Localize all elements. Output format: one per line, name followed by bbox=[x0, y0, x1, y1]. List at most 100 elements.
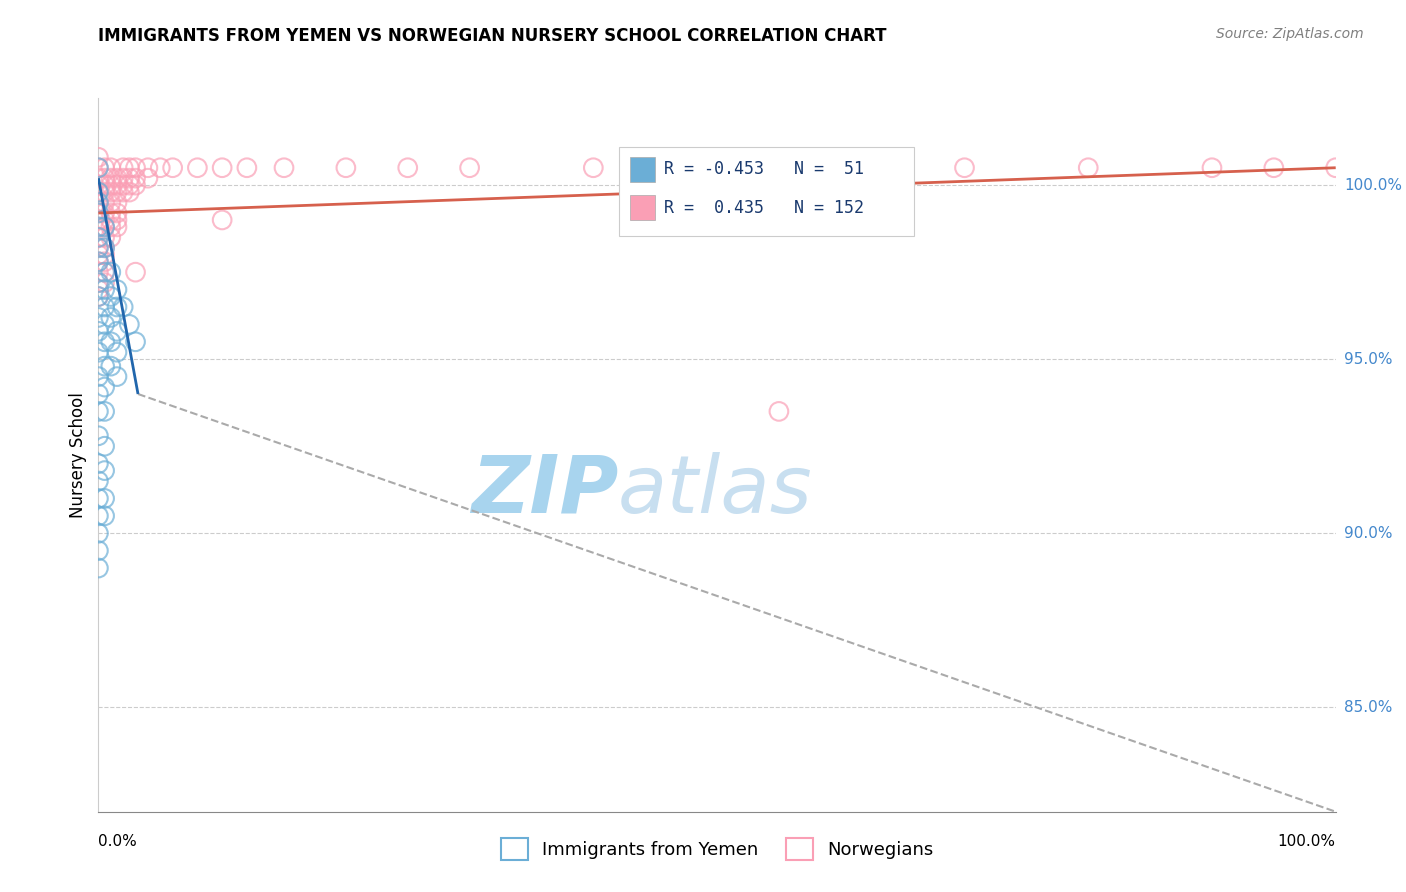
Point bbox=[105, 324, 128, 338]
Point bbox=[87, 429, 110, 443]
Text: R = -0.453   N =  51: R = -0.453 N = 51 bbox=[664, 161, 863, 178]
Point bbox=[100, 265, 122, 279]
Point bbox=[87, 457, 110, 471]
Text: 100.0%: 100.0% bbox=[1278, 834, 1336, 849]
Point bbox=[93, 248, 115, 262]
Point bbox=[87, 219, 110, 234]
Point bbox=[87, 508, 110, 523]
Point bbox=[87, 161, 110, 175]
Point bbox=[124, 161, 146, 175]
Point bbox=[105, 300, 128, 314]
Point bbox=[93, 230, 115, 244]
Point bbox=[1201, 161, 1223, 175]
Point bbox=[87, 543, 110, 558]
Point bbox=[124, 171, 146, 186]
Point bbox=[100, 206, 122, 220]
Text: ZIP: ZIP bbox=[471, 451, 619, 530]
Point bbox=[100, 310, 122, 325]
Point bbox=[93, 404, 115, 418]
Point bbox=[149, 161, 172, 175]
Point bbox=[100, 161, 122, 175]
Point bbox=[93, 206, 115, 220]
Point bbox=[211, 161, 233, 175]
Point bbox=[582, 161, 605, 175]
Point bbox=[105, 283, 128, 297]
Point bbox=[124, 178, 146, 193]
Point bbox=[93, 219, 115, 234]
Point bbox=[100, 171, 122, 186]
Point bbox=[105, 345, 128, 359]
Point bbox=[100, 219, 122, 234]
Point bbox=[100, 185, 122, 199]
Point bbox=[118, 178, 141, 193]
Point bbox=[87, 219, 110, 234]
Point bbox=[93, 241, 115, 255]
Point bbox=[136, 161, 159, 175]
Text: 95.0%: 95.0% bbox=[1344, 351, 1392, 367]
Point bbox=[105, 213, 128, 227]
Point bbox=[87, 241, 110, 255]
Point bbox=[706, 161, 728, 175]
Y-axis label: Nursery School: Nursery School bbox=[69, 392, 87, 518]
Point bbox=[87, 404, 110, 418]
Point bbox=[100, 195, 122, 210]
Point bbox=[87, 254, 110, 268]
Point bbox=[105, 219, 128, 234]
Point bbox=[93, 508, 115, 523]
Point bbox=[830, 161, 852, 175]
Point bbox=[100, 359, 122, 373]
Point bbox=[87, 289, 110, 303]
Point bbox=[100, 178, 122, 193]
Point bbox=[87, 178, 110, 193]
Point bbox=[953, 161, 976, 175]
Point bbox=[136, 171, 159, 186]
Point bbox=[93, 276, 115, 290]
Point bbox=[105, 185, 128, 199]
Point bbox=[87, 185, 110, 199]
Point bbox=[87, 387, 110, 401]
Point bbox=[100, 213, 122, 227]
Point bbox=[273, 161, 295, 175]
Point bbox=[335, 161, 357, 175]
Point bbox=[87, 474, 110, 488]
Text: IMMIGRANTS FROM YEMEN VS NORWEGIAN NURSERY SCHOOL CORRELATION CHART: IMMIGRANTS FROM YEMEN VS NORWEGIAN NURSE… bbox=[98, 27, 887, 45]
Point bbox=[93, 213, 115, 227]
Point bbox=[118, 185, 141, 199]
Point bbox=[93, 219, 115, 234]
Point bbox=[112, 178, 135, 193]
Point bbox=[87, 241, 110, 255]
Point bbox=[105, 195, 128, 210]
Point bbox=[87, 161, 110, 175]
Text: 100.0%: 100.0% bbox=[1344, 178, 1402, 193]
Point bbox=[87, 369, 110, 384]
Point bbox=[87, 254, 110, 268]
Point bbox=[112, 161, 135, 175]
Point bbox=[105, 206, 128, 220]
Legend: Immigrants from Yemen, Norwegians: Immigrants from Yemen, Norwegians bbox=[494, 830, 941, 867]
Point bbox=[87, 213, 110, 227]
Point bbox=[458, 161, 481, 175]
Point bbox=[87, 324, 110, 338]
Point bbox=[93, 265, 115, 279]
Point bbox=[87, 230, 110, 244]
Point bbox=[87, 561, 110, 575]
Point bbox=[87, 491, 110, 506]
Text: 90.0%: 90.0% bbox=[1344, 525, 1392, 541]
Point bbox=[100, 230, 122, 244]
Point bbox=[105, 178, 128, 193]
Point bbox=[112, 300, 135, 314]
Point bbox=[112, 171, 135, 186]
Point bbox=[93, 491, 115, 506]
Text: 85.0%: 85.0% bbox=[1344, 700, 1392, 714]
Point bbox=[87, 283, 110, 297]
Text: Source: ZipAtlas.com: Source: ZipAtlas.com bbox=[1216, 27, 1364, 41]
Point bbox=[87, 171, 110, 186]
Point bbox=[1077, 161, 1099, 175]
Point bbox=[87, 206, 110, 220]
Point bbox=[105, 171, 128, 186]
Point bbox=[93, 334, 115, 349]
Text: atlas: atlas bbox=[619, 451, 813, 530]
Point bbox=[87, 230, 110, 244]
Point bbox=[236, 161, 259, 175]
Point bbox=[100, 289, 122, 303]
